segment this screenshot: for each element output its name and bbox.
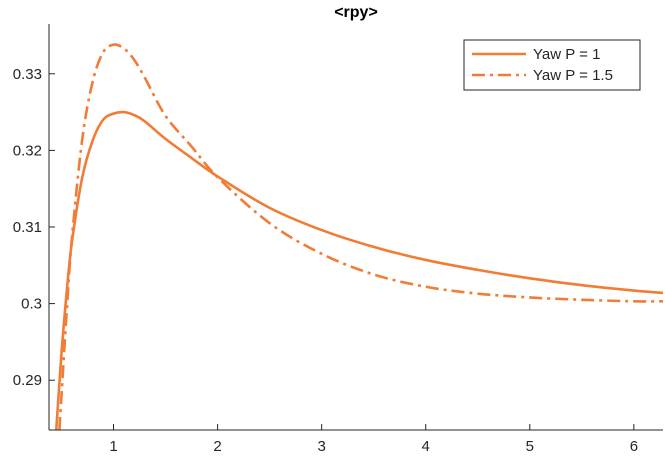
series-line-1	[54, 110, 663, 430]
x-tick-label: 2	[213, 438, 221, 455]
x-tick-label: 4	[422, 438, 430, 455]
y-tick-label: 0.33	[13, 66, 42, 83]
x-tick-label: 3	[317, 438, 325, 455]
series-layer	[54, 43, 663, 430]
legend-box	[463, 39, 641, 91]
y-tick-label: 0.29	[13, 372, 42, 389]
legend-label-1: Yaw P = 1	[533, 46, 600, 63]
y-tick-label: 0.32	[13, 142, 42, 159]
x-tick-label: 1	[109, 438, 117, 455]
legend-label-2: Yaw P = 1.5	[533, 67, 613, 84]
legend: Yaw P = 1 Yaw P = 1.5	[463, 39, 641, 91]
y-tick-label: 0.3	[21, 296, 42, 313]
x-tick-label: 5	[526, 438, 534, 455]
x-tick-label: 6	[630, 438, 638, 455]
axes-layer: 1 2 3 4 5 6 0.29 0.3 0.31 0.32 0.33	[13, 24, 663, 455]
chart-title: <rpy>	[334, 4, 378, 21]
series-line-2	[58, 43, 663, 430]
y-tick-label: 0.31	[13, 219, 42, 236]
